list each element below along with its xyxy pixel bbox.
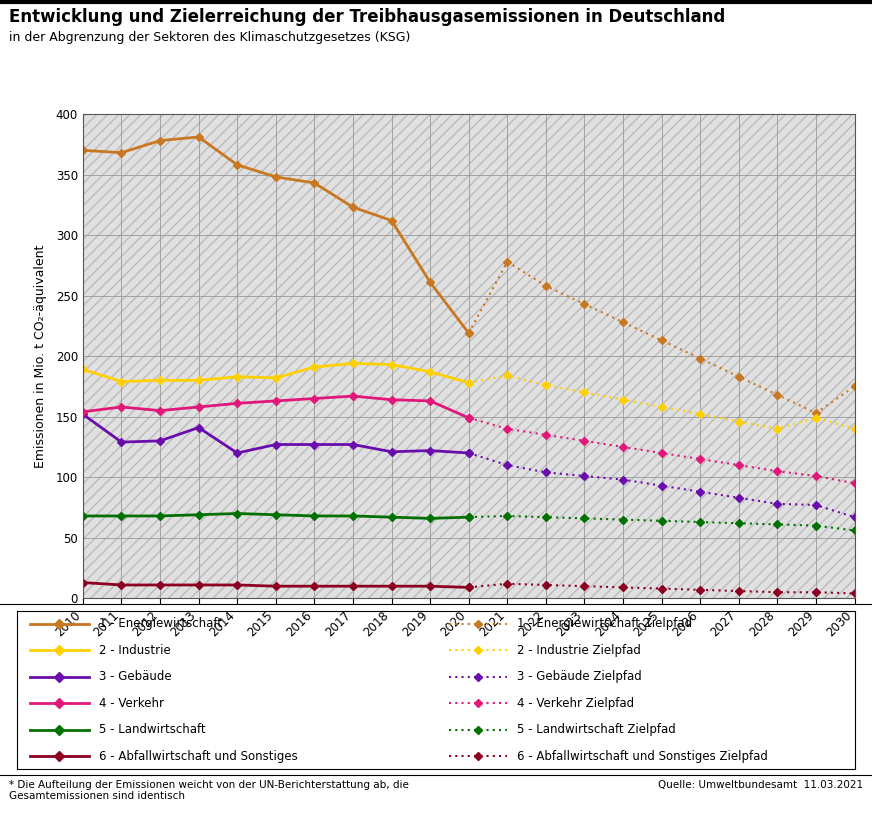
Text: 5 - Landwirtschaft Zielpfad: 5 - Landwirtschaft Zielpfad <box>517 723 676 736</box>
Text: 1 - Energiewirtschaft Zielpfad: 1 - Energiewirtschaft Zielpfad <box>517 617 692 630</box>
Text: Entwicklung und Zielerreichung der Treibhausgasemissionen in Deutschland: Entwicklung und Zielerreichung der Treib… <box>9 8 725 26</box>
Text: 2 - Industrie: 2 - Industrie <box>99 644 170 657</box>
Text: 6 - Abfallwirtschaft und Sonstiges: 6 - Abfallwirtschaft und Sonstiges <box>99 750 297 763</box>
Text: 5 - Landwirtschaft: 5 - Landwirtschaft <box>99 723 205 736</box>
Text: 3 - Gebäude: 3 - Gebäude <box>99 670 171 683</box>
Text: * Die Aufteilung der Emissionen weicht von der UN-Berichterstattung ab, die
Gesa: * Die Aufteilung der Emissionen weicht v… <box>9 780 409 802</box>
Text: in der Abgrenzung der Sektoren des Klimaschutzgesetzes (KSG): in der Abgrenzung der Sektoren des Klima… <box>9 31 410 44</box>
Text: 1 - Energiewirtschaft: 1 - Energiewirtschaft <box>99 617 221 630</box>
Text: 3 - Gebäude Zielpfad: 3 - Gebäude Zielpfad <box>517 670 642 683</box>
Text: 4 - Verkehr Zielpfad: 4 - Verkehr Zielpfad <box>517 697 634 710</box>
Text: 2 - Industrie Zielpfad: 2 - Industrie Zielpfad <box>517 644 641 657</box>
Text: 4 - Verkehr: 4 - Verkehr <box>99 697 164 710</box>
Text: Quelle: Umweltbundesamt  11.03.2021: Quelle: Umweltbundesamt 11.03.2021 <box>658 780 863 790</box>
Y-axis label: Emissionen in Mio. t CO₂-äquivalent: Emissionen in Mio. t CO₂-äquivalent <box>34 244 47 468</box>
Text: 6 - Abfallwirtschaft und Sonstiges Zielpfad: 6 - Abfallwirtschaft und Sonstiges Zielp… <box>517 750 768 763</box>
